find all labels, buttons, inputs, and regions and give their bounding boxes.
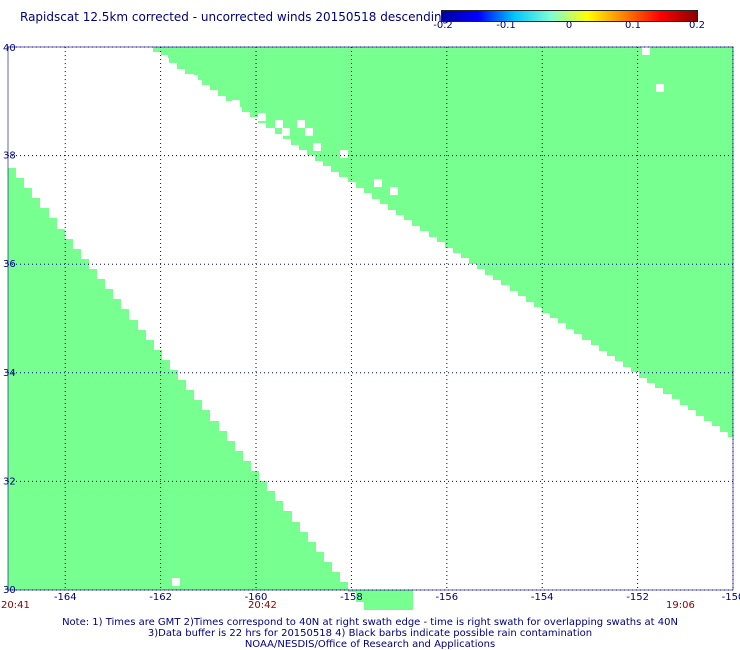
swath-upper-right <box>145 47 733 443</box>
colorbar <box>441 10 698 22</box>
data-gap-cell <box>160 55 168 63</box>
data-gap-cell <box>313 143 321 151</box>
lon-tick-label: -158 <box>340 592 363 603</box>
lon-tick-label: -156 <box>435 592 458 603</box>
time-label-middle: 20:42 <box>248 600 277 611</box>
lat-tick-label: 40 <box>3 43 16 54</box>
lat-tick-label: 32 <box>3 476 16 487</box>
note-line-3: NOAA/NESDIS/Office of Research and Appli… <box>244 639 496 650</box>
swath-lower-left <box>8 168 413 610</box>
colorbar-label: 0 <box>565 20 573 31</box>
data-gap-cell <box>282 128 290 136</box>
time-label-left: 20:41 <box>1 600 30 611</box>
lat-tick-label: 30 <box>3 585 16 596</box>
lat-tick-label: 38 <box>3 151 16 162</box>
data-gap-cell <box>275 120 283 128</box>
data-gap-cell <box>297 120 305 128</box>
wind-swath-coverage <box>8 47 733 610</box>
data-gap-cell <box>258 113 266 121</box>
axis-tick-labels: -164 -162 -160 -158 -156 -154 -152 -150 40 38 36 34… <box>3 43 740 603</box>
data-gap-cell <box>143 55 151 63</box>
note-line-2: 3)Data buffer is 22 hrs for 20150518 4) … <box>147 628 593 639</box>
lon-tick-label: -160 <box>245 592 268 603</box>
colorbar-label: 0.2 <box>689 20 705 31</box>
data-gap-cell <box>656 84 664 92</box>
lat-lon-grid <box>7 46 734 591</box>
lon-tick-label: -150 <box>722 592 740 603</box>
lat-tick-label: 34 <box>3 368 16 379</box>
data-gap-cell <box>232 100 240 108</box>
time-label-right: 19:06 <box>666 600 695 611</box>
colorbar-label: -0.2 <box>433 20 453 31</box>
lon-tick-label: -162 <box>149 592 172 603</box>
data-gap-cell <box>340 150 348 158</box>
data-gaps <box>143 47 664 586</box>
colorbar-label: 0.1 <box>625 20 641 31</box>
data-gap-cell <box>390 187 398 195</box>
data-gap-cell <box>190 75 198 83</box>
map-frame <box>7 46 734 591</box>
data-gap-cell <box>172 578 180 586</box>
lon-tick-label: -154 <box>531 592 554 603</box>
colorbar-label: -0.1 <box>496 20 516 31</box>
data-gap-cell <box>305 128 313 136</box>
lon-tick-label: -164 <box>54 592 77 603</box>
lon-tick-label: -152 <box>626 592 649 603</box>
data-gap-cell <box>374 179 382 187</box>
data-gap-cell <box>266 423 274 431</box>
swath-map: -164 -162 -160 -158 -156 -154 -152 -150 40 38 36 34… <box>3 43 740 610</box>
data-gap-cell <box>642 47 650 55</box>
lat-tick-label: 36 <box>3 259 16 270</box>
note-line-1: Note: 1) Times are GMT 2)Times correspon… <box>62 617 678 628</box>
map-title: Rapidscat 12.5km corrected - uncorrected… <box>20 10 450 24</box>
